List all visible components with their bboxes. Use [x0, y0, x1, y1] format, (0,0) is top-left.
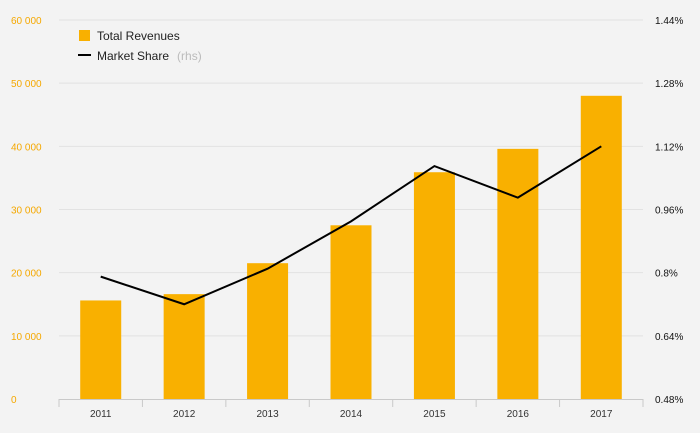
right-tick-label: 0.48% — [655, 395, 683, 406]
left-tick-label: 20 000 — [11, 269, 42, 280]
legend-label-market-share: Market Share (rhs) — [97, 47, 202, 64]
right-tick-label: 0.64% — [655, 332, 683, 343]
left-tick-label: 30 000 — [11, 206, 42, 217]
legend-market-share-name: Market Share — [97, 49, 169, 63]
legend-label-revenues: Total Revenues — [97, 29, 180, 43]
x-tick-label: 2011 — [90, 409, 112, 420]
bar — [580, 95, 622, 400]
left-axis: 0 10 000 20 000 30 000 40 000 50 000 60 000 — [11, 16, 42, 406]
right-axis: 0.48% 0.64% 0.8% 0.96% 1.12% 1.28% 1.44% — [655, 16, 683, 406]
bar — [330, 225, 372, 399]
left-tick-label: 10 000 — [11, 332, 42, 343]
bar — [80, 300, 122, 399]
right-tick-label: 1.28% — [655, 79, 683, 90]
bar — [163, 294, 205, 399]
line-series — [100, 145, 602, 306]
legend: Total Revenues Market Share (rhs) — [78, 29, 202, 64]
left-tick-label: 40 000 — [11, 142, 42, 153]
x-tick-label: 2016 — [507, 409, 530, 420]
right-tick-label: 0.96% — [655, 206, 683, 217]
market-share-line — [100, 145, 602, 306]
left-tick-label: 0 — [11, 395, 17, 406]
x-tick-label: 2013 — [256, 409, 279, 420]
right-tick-label: 1.44% — [655, 16, 683, 27]
x-tick-label: 2014 — [340, 409, 363, 420]
right-tick-label: 0.8% — [655, 269, 678, 280]
bar — [247, 263, 289, 399]
x-tick-label: 2015 — [423, 409, 446, 420]
legend-swatch-revenues — [79, 30, 90, 41]
x-axis: 2011 2012 2013 2014 2015 2016 2017 — [58, 399, 644, 420]
bar — [413, 172, 455, 399]
x-tick-label: 2017 — [590, 409, 613, 420]
x-tick-label: 2012 — [173, 409, 196, 420]
right-tick-label: 1.12% — [655, 142, 683, 153]
bar-series — [80, 95, 622, 400]
left-tick-label: 60 000 — [11, 16, 42, 27]
left-tick-label: 50 000 — [11, 79, 42, 90]
bar — [497, 148, 539, 399]
gridlines — [59, 19, 643, 337]
legend-market-share-note: (rhs) — [177, 49, 202, 63]
